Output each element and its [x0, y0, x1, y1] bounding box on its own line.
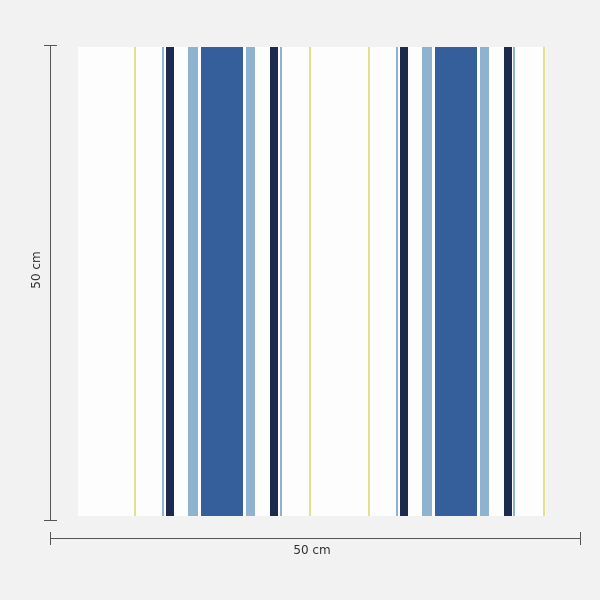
- stripe-light-blue-thin: [396, 47, 398, 516]
- stripe-navy: [504, 47, 512, 516]
- width-dimension-cap-left: [50, 532, 51, 545]
- stripe-light-blue: [188, 47, 198, 516]
- stripe-yellow: [309, 47, 311, 516]
- striped-pattern-swatch: [78, 47, 546, 516]
- width-dimension-cap-right: [580, 532, 581, 545]
- stripe-light-blue-thin: [162, 47, 164, 516]
- stripe-yellow: [134, 47, 136, 516]
- width-dimension-line: [50, 538, 581, 539]
- stripe-navy: [270, 47, 278, 516]
- stripe-blue-wide: [435, 47, 477, 516]
- stripe-light-blue: [422, 47, 432, 516]
- stripe-light-blue: [246, 47, 255, 516]
- height-label: 50 cm: [29, 251, 43, 289]
- stripe-blue-wide: [201, 47, 243, 516]
- stripe-yellow: [368, 47, 370, 516]
- height-dimension-cap-bottom: [44, 520, 57, 521]
- width-label: 50 cm: [293, 543, 331, 557]
- stripe-light-blue-thin: [513, 47, 515, 516]
- stripe-light-blue: [480, 47, 489, 516]
- stripe-yellow: [543, 47, 545, 516]
- stripe-light-blue-thin: [280, 47, 282, 516]
- height-dimension-line: [50, 45, 51, 521]
- stripe-navy: [400, 47, 408, 516]
- height-dimension-cap-top: [44, 45, 57, 46]
- stripe-navy: [166, 47, 174, 516]
